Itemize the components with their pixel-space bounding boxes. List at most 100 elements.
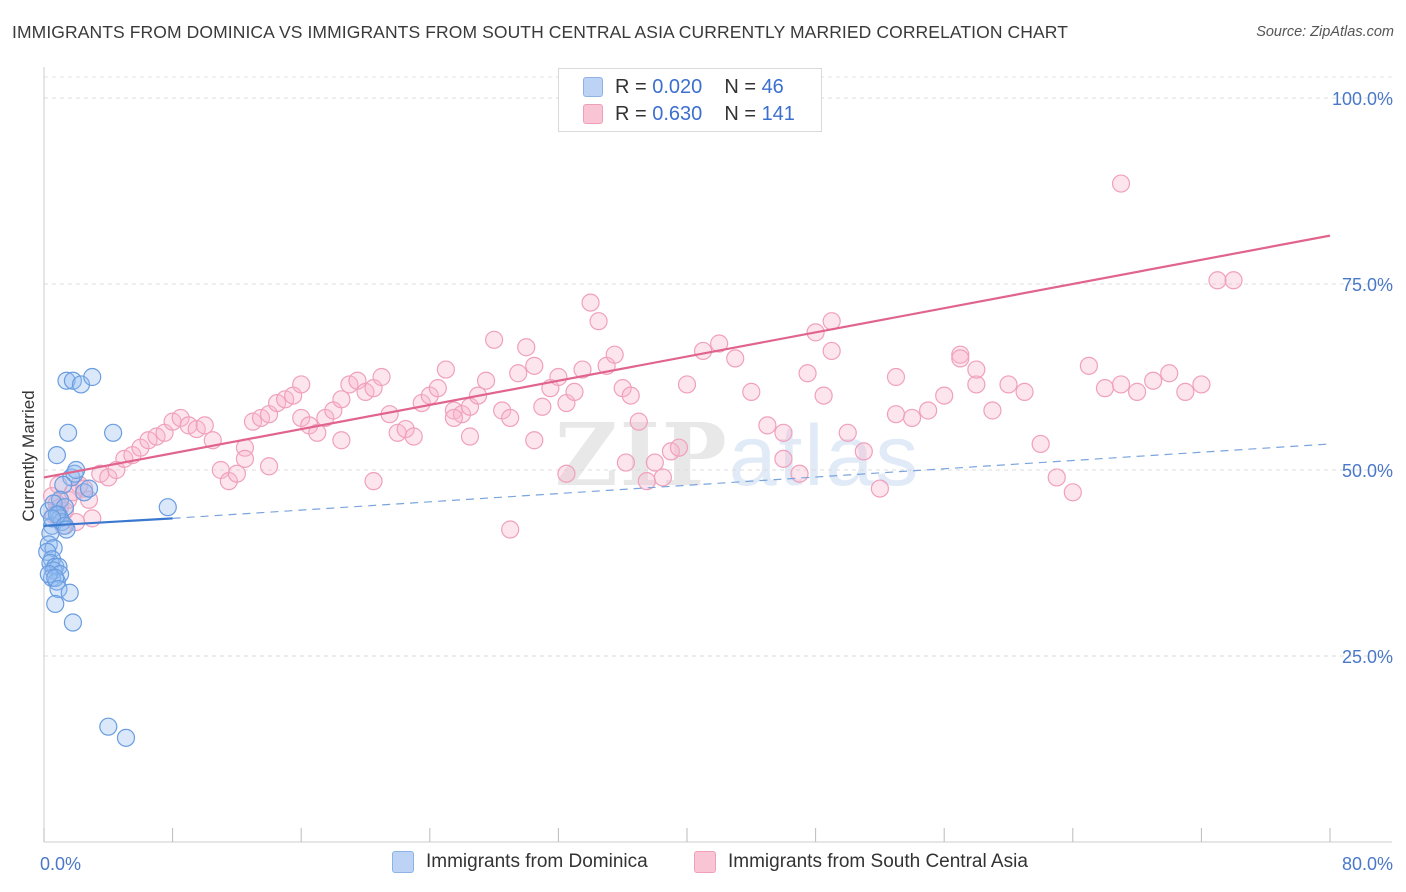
point-sca xyxy=(1111,375,1131,394)
legend-n-value-2: 141 xyxy=(761,102,795,125)
point-sca xyxy=(616,453,636,472)
point-dominica xyxy=(46,568,65,587)
point-sca xyxy=(517,338,536,357)
legend-swatch-sca xyxy=(583,104,603,124)
point-sca xyxy=(677,375,697,394)
point-sca xyxy=(870,479,890,498)
point-sca xyxy=(1208,271,1227,290)
point-dominica xyxy=(57,371,76,390)
point-sca xyxy=(460,427,480,446)
point-sca xyxy=(428,379,447,398)
point-sca xyxy=(1031,434,1050,454)
point-sca xyxy=(332,390,351,409)
axes xyxy=(43,67,1392,843)
point-sca xyxy=(436,360,455,379)
point-sca xyxy=(1111,174,1131,193)
legend-row-dominica: R = 0.020 N = 46 xyxy=(583,74,784,100)
point-dominica xyxy=(54,475,73,494)
point-sca xyxy=(886,367,906,387)
point-sca xyxy=(902,408,922,428)
point-sca xyxy=(605,345,624,364)
legend-swatch-dominica xyxy=(583,77,603,97)
point-sca xyxy=(573,360,592,379)
point-sca xyxy=(501,408,520,428)
point-sca xyxy=(919,401,938,420)
point-sca xyxy=(195,416,214,435)
x-tick-label-max: 80.0% xyxy=(1342,854,1393,874)
point-sca xyxy=(838,423,857,442)
y-axis-label: Currently Married xyxy=(19,390,38,521)
point-sca xyxy=(259,457,279,476)
point-sca xyxy=(790,464,809,483)
y-tick-label: 75.0% xyxy=(1342,275,1393,295)
point-sca xyxy=(758,416,777,435)
point-dominica xyxy=(49,579,68,599)
x-tick-label-min: 0.0% xyxy=(40,854,81,874)
point-dominica xyxy=(46,594,65,614)
point-sca xyxy=(1047,468,1066,487)
point-sca xyxy=(444,408,464,428)
series-legend: Immigrants from Dominica Immigrants from… xyxy=(0,851,1406,879)
point-sca xyxy=(227,464,246,483)
legend-n-value-1: 46 xyxy=(761,75,784,98)
legend-row-sca: R = 0.630 N = 141 xyxy=(583,101,795,127)
point-sca xyxy=(581,293,600,312)
y-tick-label: 25.0% xyxy=(1342,647,1393,667)
series-dominica-points xyxy=(38,367,177,747)
legend-swatch-sca-bottom xyxy=(694,851,716,873)
point-dominica xyxy=(116,728,136,747)
point-sca xyxy=(1144,371,1163,390)
point-sca xyxy=(1095,379,1115,398)
point-dominica xyxy=(59,423,78,442)
legend-r-label-1: R = xyxy=(615,75,647,98)
watermark-zip: ZIP xyxy=(555,405,729,506)
point-sca xyxy=(1015,382,1034,401)
source-label: Source: ZipAtlas.com xyxy=(1256,24,1394,40)
point-dominica xyxy=(104,423,123,442)
point-sca xyxy=(742,382,761,401)
point-sca xyxy=(1063,483,1082,502)
point-dominica xyxy=(79,479,99,498)
point-sca xyxy=(710,334,729,353)
point-sca xyxy=(533,397,552,416)
point-sca xyxy=(967,360,986,379)
point-sca xyxy=(565,382,584,401)
point-dominica xyxy=(60,583,79,602)
point-sca xyxy=(1192,375,1211,394)
point-sca xyxy=(509,364,528,383)
correlation-legend: R = 0.020 N = 46 R = 0.630 N = 141 xyxy=(558,68,822,132)
point-sca xyxy=(935,386,954,405)
point-sca xyxy=(525,431,544,450)
point-sca xyxy=(1127,382,1147,401)
point-dominica xyxy=(63,613,83,632)
point-sca xyxy=(364,472,383,491)
chart-title: IMMIGRANTS FROM DOMINICA VS IMMIGRANTS F… xyxy=(12,22,1068,42)
point-sca xyxy=(589,312,608,331)
point-dominica xyxy=(99,717,118,736)
trend-line-dominica-extension xyxy=(172,443,1331,519)
x-tick-labels: 0.0% 80.0% xyxy=(40,854,1393,874)
point-sca xyxy=(332,431,351,450)
y-tick-label: 100.0% xyxy=(1332,89,1393,109)
point-sca xyxy=(645,453,664,472)
watermark-atlas: atlas xyxy=(728,408,921,504)
point-sca xyxy=(292,375,311,394)
point-sca xyxy=(1176,382,1195,401)
legend-r-value-2: 0.630 xyxy=(652,102,703,125)
point-sca xyxy=(476,371,496,390)
trend-lines xyxy=(43,234,1331,527)
legend-r-label-2: R = xyxy=(615,102,647,125)
point-sca xyxy=(1160,364,1179,383)
legend-label-sca: Immigrants from South Central Asia xyxy=(728,851,1028,872)
grid-lines xyxy=(44,76,1392,657)
y-tick-labels: 25.0% 50.0% 75.0% 100.0% xyxy=(1332,89,1393,667)
point-sca xyxy=(854,442,873,461)
point-sca xyxy=(967,375,986,394)
point-sca xyxy=(653,468,672,487)
legend-item-sca: Immigrants from South Central Asia xyxy=(694,851,1028,873)
point-sca xyxy=(525,356,544,375)
point-sca xyxy=(693,341,713,361)
point-sca xyxy=(372,367,391,387)
point-sca xyxy=(774,449,793,468)
